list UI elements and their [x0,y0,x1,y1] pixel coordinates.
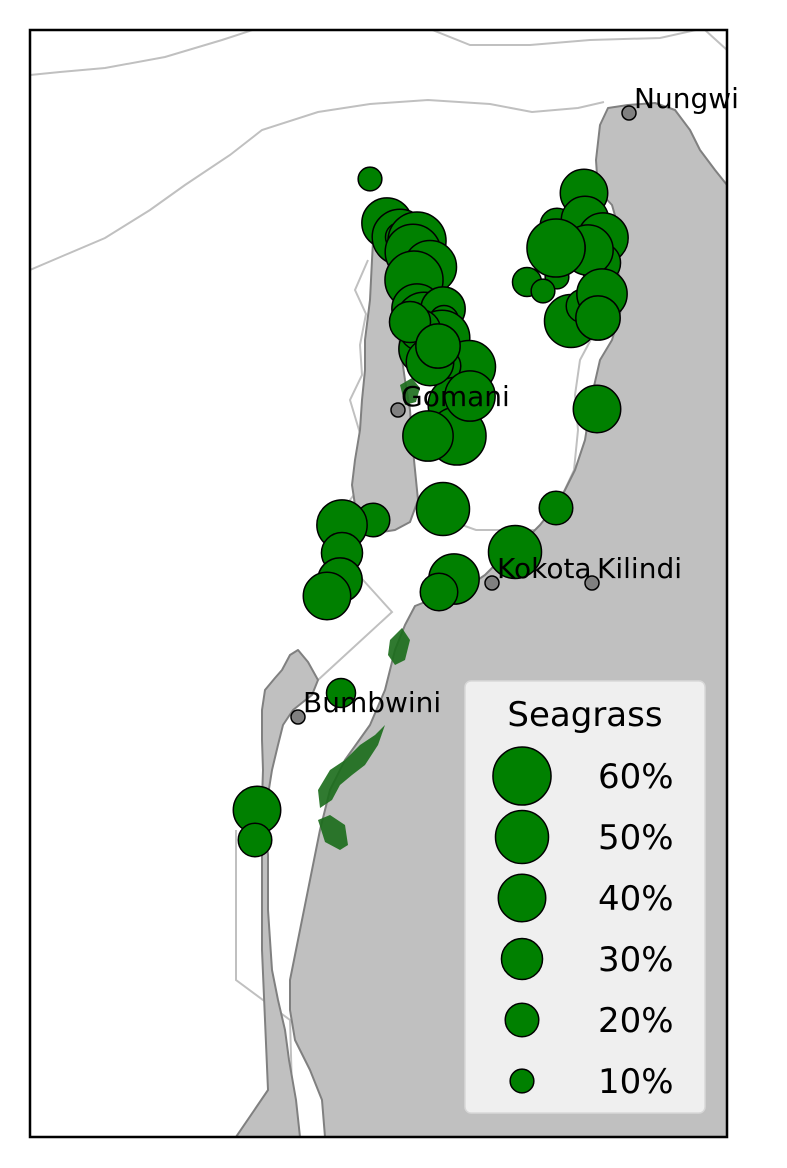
seagrass-site-marker [325,677,357,709]
legend-label: 20% [598,1001,674,1041]
seagrass-site-marker [530,278,556,304]
seagrass-site-marker [415,481,471,537]
boundary-line-outer [30,98,605,271]
town-marker-kilindi [584,575,600,591]
seagrass-patch-mid [388,628,410,665]
seagrass-patch-bumbwini [318,725,385,808]
seagrass-site-marker [302,571,352,621]
boundary-line-corner [704,30,727,51]
town-label-bumbwini: Bumbwini [303,686,441,719]
legend-marker [492,746,552,806]
map-frame [28,28,729,1139]
legend-marker [509,1068,535,1094]
legend-marker [504,1002,540,1038]
seagrass-site-marker [444,370,496,422]
seagrass-patch-gomani [400,378,420,405]
seagrass-site-marker [419,572,459,612]
seagrass-site-marker [237,822,273,858]
seagrass-site-marker [538,490,574,526]
seagrass-site-marker [357,166,383,192]
towns: Nungwi Gomani Kokota Kilindi Bumbwini [290,82,739,725]
legend-label: 60% [598,757,674,797]
town-label-kilindi: Kilindi [597,552,682,585]
town-marker-kokota [484,575,500,591]
legend-label: 50% [598,818,674,858]
boundary-line-north [30,30,256,76]
town-label-kokota: Kokota [497,552,592,585]
boundary-line-northeast [429,30,701,46]
legend-label: 30% [598,940,674,980]
seagrass-site-marker [415,323,461,369]
seagrass-patch-south [318,815,348,850]
legend-title: Seagrass [507,695,662,735]
town-marker-bumbwini [290,709,306,725]
town-label-gomani: Gomani [401,380,510,413]
town-label-nungwi: Nungwi [634,82,739,115]
legend-marker [497,873,547,923]
legend-marker [494,809,550,865]
legend-items: 60% 50% 40% 30% 20% 10% [492,746,674,1102]
town-marker-nungwi [621,105,637,121]
town-marker-gomani [390,402,406,418]
seagrass-patches [318,378,420,850]
legend-marker [500,937,544,981]
seagrass-site-marker [575,295,621,341]
legend-label: 40% [598,879,674,919]
legend-label: 10% [598,1062,674,1102]
seagrass-site-marker [487,524,543,580]
seagrass-sites [232,166,629,858]
seagrass-site-marker [526,218,586,278]
seagrass-site-marker [402,410,454,462]
seagrass-site-marker [572,384,622,434]
legend: Seagrass 60% 50% 40% 30% 20% 10% [464,680,706,1114]
